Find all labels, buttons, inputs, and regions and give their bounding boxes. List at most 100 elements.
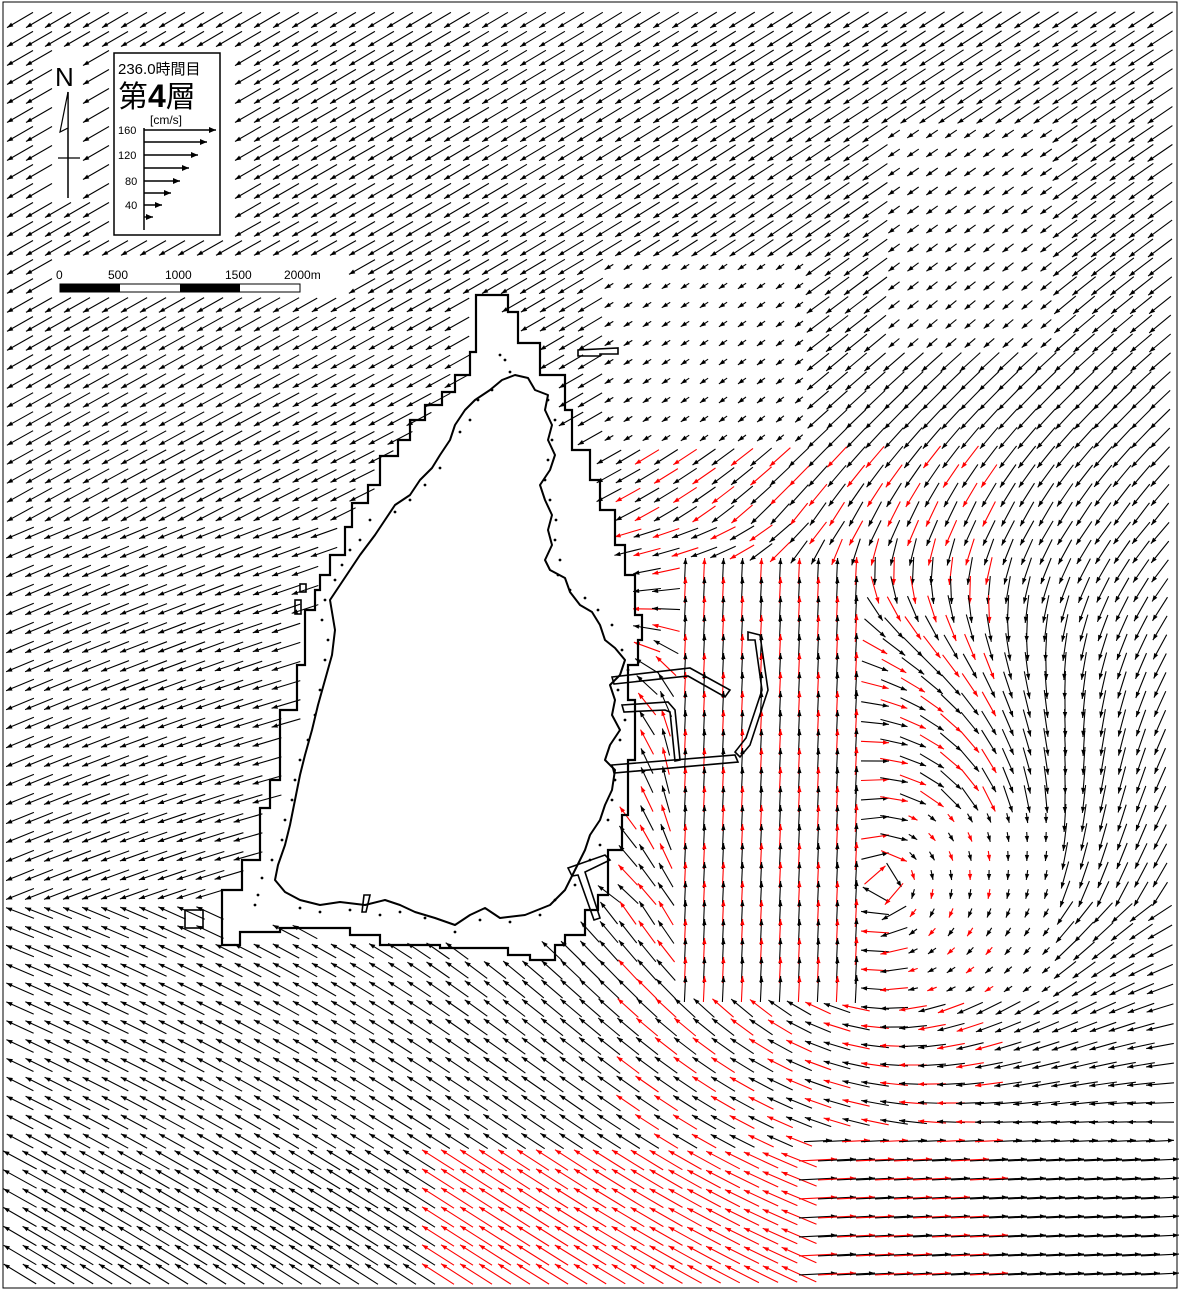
vector-head — [759, 767, 764, 774]
vector-head — [1002, 558, 1008, 565]
vector-head — [215, 516, 222, 521]
vector-head — [178, 41, 185, 47]
vector-head — [520, 41, 527, 47]
vector-head — [138, 780, 146, 786]
vector-head — [1054, 384, 1061, 391]
vector-head — [139, 591, 146, 596]
vector-head — [577, 250, 584, 256]
vector-head — [1006, 635, 1011, 642]
vector-head — [882, 703, 889, 708]
vector-head — [387, 22, 394, 28]
vector-head — [215, 497, 222, 502]
vector-head — [463, 193, 470, 199]
vector-head — [884, 898, 891, 905]
vector-head — [710, 213, 717, 219]
vector-head — [101, 610, 108, 615]
vector-head — [986, 835, 991, 842]
vector-head — [986, 816, 991, 823]
vector-head — [501, 174, 508, 180]
vector-head — [770, 556, 776, 562]
vector-head — [982, 520, 988, 527]
vector-head — [520, 250, 527, 256]
vector-head — [633, 533, 640, 538]
vector-head — [158, 402, 166, 408]
vector-head — [642, 302, 649, 308]
vector-head — [805, 118, 812, 124]
vector-head — [683, 957, 688, 964]
vector-head — [177, 925, 184, 931]
vector-head — [987, 616, 992, 623]
vector-head — [196, 553, 203, 558]
vector-head — [835, 862, 840, 869]
vector-head — [368, 439, 375, 445]
vector-head — [139, 572, 146, 577]
vector-head — [214, 629, 222, 634]
vector-head — [778, 881, 783, 888]
vector-head — [662, 747, 667, 754]
vector-head — [759, 805, 764, 812]
vector-head — [1154, 805, 1159, 812]
vector-head — [406, 60, 413, 66]
vector-head — [883, 384, 890, 391]
vector-head — [195, 666, 203, 672]
vector-head — [946, 559, 951, 566]
vector-head — [1091, 954, 1098, 960]
vector-head — [881, 80, 888, 86]
vector-head — [596, 22, 603, 28]
vector-head — [425, 212, 432, 218]
vector-head — [406, 136, 413, 142]
vector-head — [119, 894, 127, 900]
vector-head — [1109, 137, 1116, 143]
vector-head — [1071, 42, 1078, 48]
vector-head — [691, 534, 698, 539]
vector-head — [900, 686, 907, 691]
vector-head — [945, 208, 952, 215]
vector-head — [805, 61, 812, 66]
vector-head — [350, 962, 357, 968]
vector-head — [195, 704, 203, 709]
vector-head — [683, 577, 688, 584]
vector-head — [369, 962, 376, 968]
vector-head — [967, 930, 973, 937]
vector-head — [253, 326, 261, 332]
vector-head — [25, 648, 32, 653]
vector-head — [215, 440, 223, 446]
vector-head — [824, 213, 831, 219]
vector-head — [1090, 80, 1097, 86]
vector-head — [159, 41, 166, 47]
vector-head — [120, 497, 128, 503]
vector-head — [6, 743, 13, 748]
vector-head — [215, 345, 223, 351]
vector-head — [1114, 557, 1120, 564]
vector-head — [349, 420, 356, 426]
vector-head — [177, 610, 184, 615]
vector-head — [368, 212, 375, 218]
vector-head — [854, 614, 859, 621]
vector-head — [407, 962, 414, 968]
vector-head — [1057, 519, 1063, 526]
vector-head — [271, 704, 278, 709]
vector-head — [7, 136, 14, 142]
vector-head — [865, 442, 872, 449]
vector-head — [899, 667, 907, 673]
vector-head — [808, 480, 815, 487]
vector-head — [140, 41, 147, 47]
vector-head — [981, 481, 987, 488]
vector-head — [311, 22, 318, 28]
vector-head — [623, 264, 630, 270]
vector-head — [729, 22, 736, 28]
vector-head — [924, 481, 930, 488]
vector-head — [618, 959, 625, 966]
vector-head — [835, 843, 840, 850]
vector-head — [158, 963, 165, 969]
vector-head — [44, 402, 52, 408]
vector-head — [947, 578, 953, 585]
vector-head — [903, 404, 909, 410]
vector-head — [177, 459, 185, 465]
vector-head — [759, 786, 764, 793]
vector-head — [854, 557, 859, 564]
vector-head — [854, 956, 859, 963]
vector-head — [463, 231, 470, 237]
vector-head — [121, 41, 128, 47]
vector-head — [854, 766, 859, 773]
